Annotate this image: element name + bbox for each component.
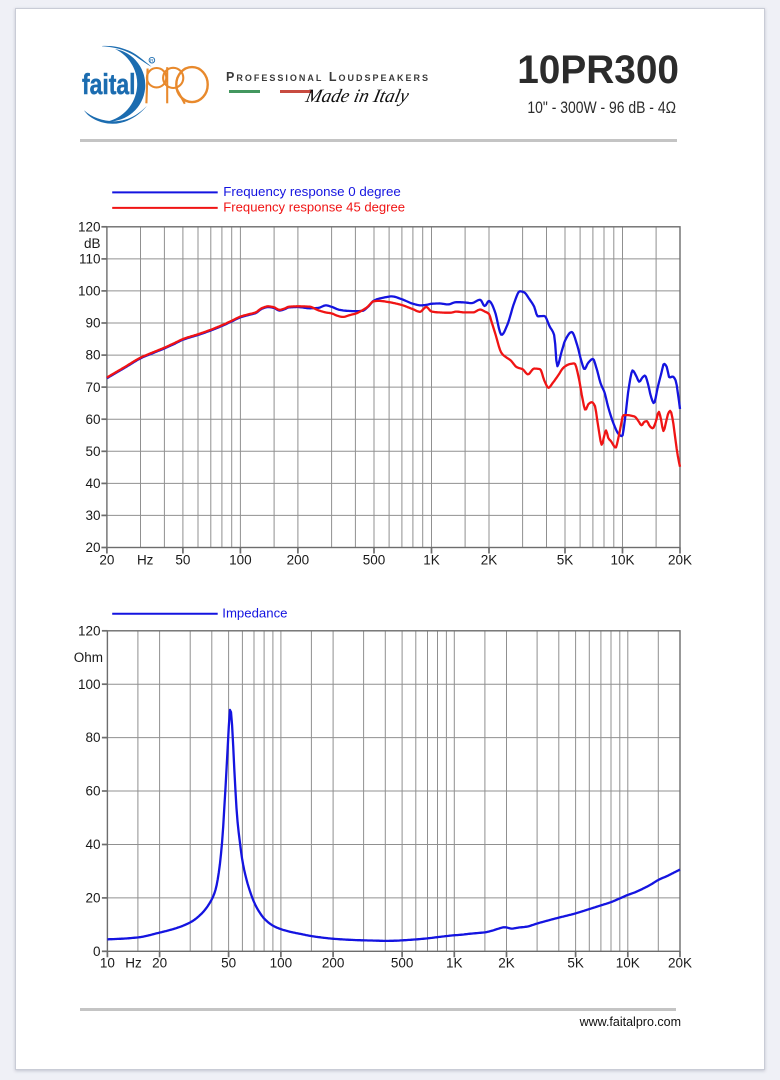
svg-text:20: 20 [85, 540, 100, 555]
svg-text:100: 100 [229, 553, 252, 568]
svg-text:5K: 5K [567, 955, 584, 970]
svg-text:200: 200 [287, 553, 310, 568]
svg-text:10: 10 [100, 955, 115, 970]
svg-text:1K: 1K [446, 955, 463, 970]
svg-text:100: 100 [270, 955, 293, 970]
svg-text:30: 30 [85, 508, 100, 523]
svg-text:120: 120 [78, 623, 101, 638]
svg-text:80: 80 [85, 348, 100, 363]
svg-text:20: 20 [85, 891, 100, 906]
svg-text:120: 120 [78, 219, 101, 234]
svg-text:R: R [150, 58, 154, 64]
svg-text:20: 20 [152, 955, 167, 970]
svg-text:20: 20 [99, 553, 114, 568]
svg-text:20K: 20K [668, 955, 692, 970]
svg-text:dB: dB [84, 236, 101, 251]
svg-text:500: 500 [363, 553, 386, 568]
svg-text:100: 100 [78, 677, 101, 692]
svg-text:20K: 20K [668, 553, 692, 568]
svg-text:40: 40 [85, 837, 100, 852]
svg-text:70: 70 [85, 380, 100, 395]
svg-text:Impedance: Impedance [222, 606, 287, 621]
svg-text:60: 60 [85, 412, 100, 427]
svg-text:Frequency response 0 degree: Frequency response 0 degree [223, 184, 401, 199]
svg-text:10K: 10K [610, 553, 634, 568]
svg-text:50: 50 [221, 955, 236, 970]
svg-text:2K: 2K [498, 955, 515, 970]
svg-text:200: 200 [322, 955, 345, 970]
svg-text:Hz: Hz [125, 955, 142, 970]
svg-text:faital: faital [82, 69, 136, 101]
svg-text:Hz: Hz [137, 553, 154, 568]
svg-text:50: 50 [85, 444, 100, 459]
svg-text:90: 90 [85, 316, 100, 331]
svg-text:Frequency response 45 degree: Frequency response 45 degree [223, 200, 405, 215]
svg-text:5K: 5K [557, 553, 574, 568]
svg-text:100: 100 [78, 284, 101, 299]
svg-text:40: 40 [85, 476, 100, 491]
svg-text:50: 50 [175, 553, 190, 568]
svg-text:2K: 2K [481, 553, 498, 568]
svg-text:Ohm: Ohm [74, 650, 103, 665]
svg-text:0: 0 [93, 944, 101, 959]
svg-text:10K: 10K [616, 955, 640, 970]
svg-text:60: 60 [85, 784, 100, 799]
svg-text:110: 110 [79, 252, 101, 267]
svg-text:500: 500 [391, 955, 414, 970]
svg-text:80: 80 [85, 730, 100, 745]
svg-text:1K: 1K [423, 553, 440, 568]
